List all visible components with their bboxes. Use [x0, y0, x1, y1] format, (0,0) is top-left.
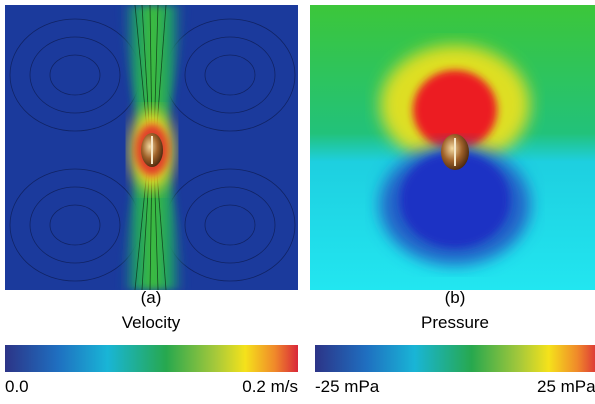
colorbar-max-label: 0.2 m/s	[242, 377, 298, 396]
pressure-field	[310, 5, 595, 290]
colorbar	[315, 345, 595, 372]
colorbar-title: Velocity	[122, 313, 181, 332]
colorbar-min-label: -25 mPa	[315, 377, 380, 396]
colorbar-max-label: 25 mPa	[537, 377, 595, 396]
colorbar-min-label: 0.0	[5, 377, 29, 396]
velocity-field	[5, 5, 298, 290]
panel-label: (b)	[445, 288, 466, 307]
colorbar-title: Pressure	[421, 313, 489, 332]
colorbar	[5, 345, 298, 372]
panel-label: (a)	[141, 288, 162, 307]
